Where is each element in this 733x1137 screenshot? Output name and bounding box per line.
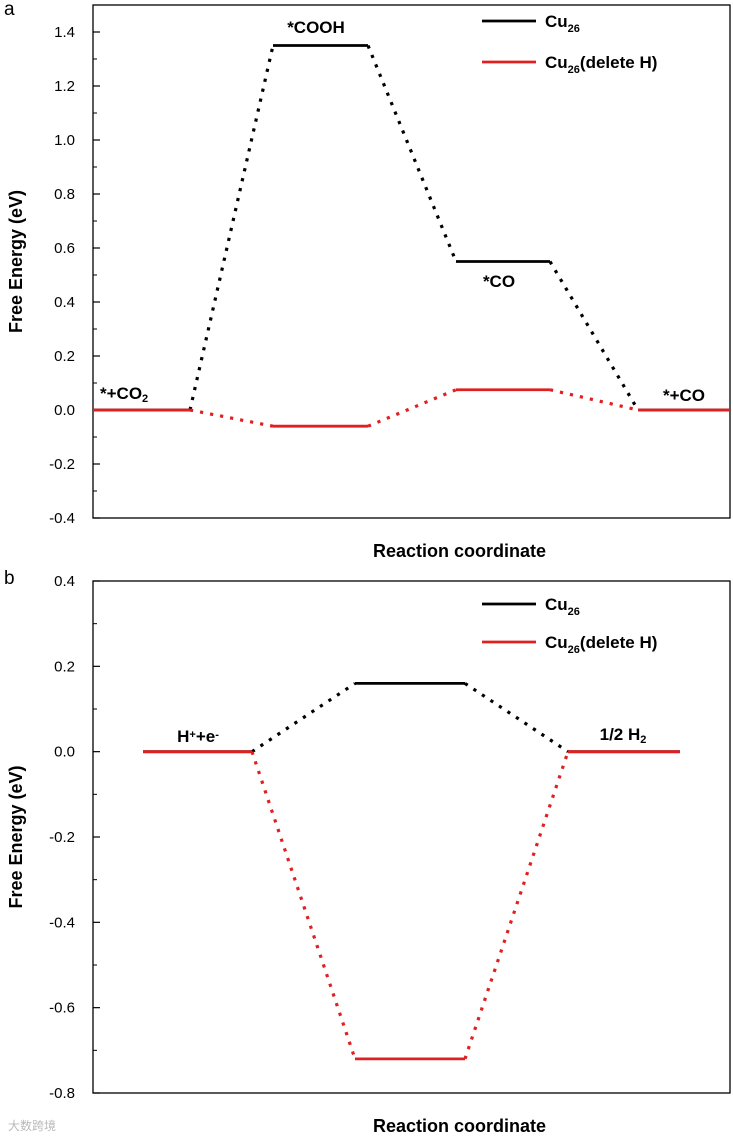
legend-label: Cu26(delete H) — [545, 633, 657, 656]
legend-label: Cu26 — [545, 595, 580, 618]
y-axis-label: Free Energy (eV) — [6, 190, 26, 333]
x-axis-label: Reaction coordinate — [373, 1116, 546, 1136]
panel-letter: a — [4, 0, 15, 20]
y-tick-label: 1.2 — [54, 78, 75, 95]
series-1-connector — [250, 751, 357, 1060]
panel-b: -0.8 -0.6 -0.4 -0.2 0.0 0.2 0.4 Reaction coordi… — [4, 568, 731, 1136]
y-tick-label: 0.6 — [54, 240, 75, 257]
y-tick-label: 0.4 — [54, 294, 75, 311]
series-0-connector — [464, 682, 569, 754]
y-tick-label: 0.8 — [54, 186, 75, 203]
watermark: 大数跨境 — [8, 1118, 56, 1133]
y-tick-label: 0.2 — [54, 348, 75, 365]
y-tick-label: -0.4 — [49, 914, 75, 931]
state-label: *+CO — [663, 386, 705, 405]
state-label: 1/2 H2 — [600, 725, 647, 746]
panel-letter: b — [4, 568, 15, 589]
y-tick-label: 1.4 — [54, 24, 75, 41]
y-tick-label: -0.2 — [49, 456, 75, 473]
y-tick-label: 0.2 — [54, 658, 75, 675]
y-tick-label: 0.4 — [54, 573, 75, 590]
state-label: *COOH — [287, 18, 345, 37]
series-0-connector — [251, 682, 356, 754]
panel-a: -0.4 -0.2 0.0 0.2 0.4 0.6 0.8 1.0 1.2 1.4 Reaction… — [4, 0, 731, 561]
y-tick-label: 1.0 — [54, 132, 75, 149]
y-tick-label: -0.4 — [49, 510, 75, 527]
plot-frame — [92, 4, 731, 519]
state-label: H++e- — [177, 727, 219, 746]
series-0-connector — [548, 260, 640, 411]
y-tick-label: -0.2 — [49, 829, 75, 846]
legend-label: Cu26(delete H) — [545, 53, 657, 76]
y-axis-label: Free Energy (eV) — [6, 765, 26, 908]
series-1-connector — [367, 388, 457, 428]
y-tick-label: -0.8 — [49, 1085, 75, 1102]
y-tick-label: -0.6 — [49, 1000, 75, 1017]
state-label: *CO — [483, 272, 515, 291]
x-axis-label: Reaction coordinate — [373, 541, 546, 561]
series-1-connector — [189, 408, 274, 428]
plot-frame — [92, 580, 731, 1094]
state-label: *+CO2 — [100, 384, 148, 405]
legend-label: Cu26 — [545, 12, 580, 35]
series-0-connector — [188, 45, 275, 411]
series-1-connector — [549, 388, 639, 412]
series-1-connector — [463, 751, 570, 1060]
y-tick-label: 0.0 — [54, 402, 75, 419]
y-tick-label: 0.0 — [54, 744, 75, 761]
series-0-connector — [366, 44, 458, 263]
